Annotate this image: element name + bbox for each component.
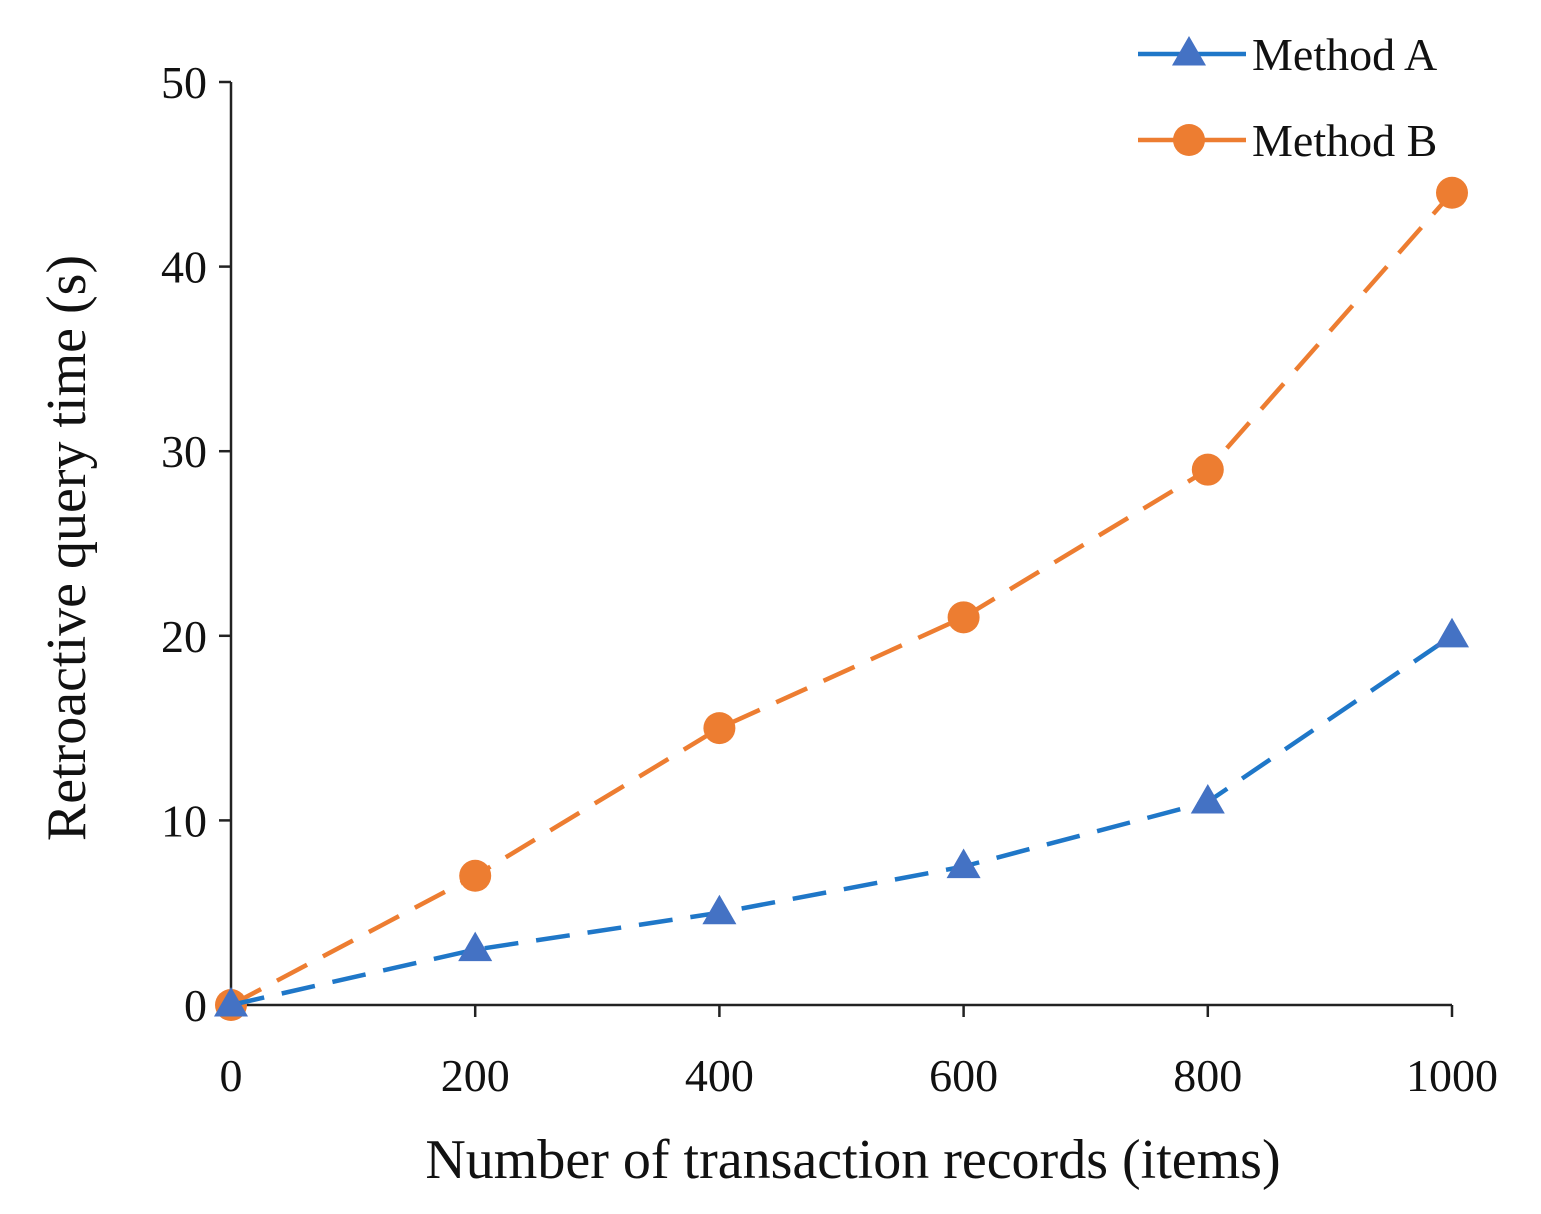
y-tick-label: 10: [161, 795, 207, 846]
x-axis-title: Number of transaction records (items): [425, 1129, 1280, 1191]
y-tick-label: 50: [161, 57, 207, 108]
x-tick-label: 800: [1173, 1050, 1242, 1101]
y-tick-label: 30: [161, 426, 207, 477]
x-tick-label: 1000: [1406, 1050, 1498, 1101]
x-tick-label: 600: [929, 1050, 998, 1101]
data-point-method-b: [1191, 453, 1224, 486]
y-tick-label: 0: [184, 980, 207, 1031]
legend-label-method-a: Method A: [1252, 29, 1437, 80]
data-point-method-b: [947, 601, 980, 634]
legend: Method A Method B: [1138, 29, 1437, 166]
data-point-method-b: [459, 859, 492, 892]
legend-item-method-b: Method B: [1138, 115, 1437, 166]
data-point-method-a: [1434, 617, 1470, 648]
data-point-method-a: [946, 848, 981, 879]
data-point-method-a: [458, 931, 493, 962]
data-point-method-b: [1436, 176, 1468, 209]
axes: [219, 80, 1454, 1017]
series-line-method-b: [229, 191, 1454, 1007]
y-axis-title: Retroactive query time (s): [36, 255, 98, 841]
x-tick-label: 200: [441, 1050, 510, 1101]
x-tick-label: 0: [220, 1050, 243, 1101]
legend-marker-method-a: [1171, 35, 1207, 66]
legend-label-method-b: Method B: [1252, 115, 1437, 166]
data-point-method-a: [213, 986, 249, 1017]
data-point-method-b: [703, 712, 736, 745]
data-point-method-a: [1190, 783, 1225, 814]
series-layer: [213, 176, 1470, 1021]
y-tick-label: 20: [161, 611, 207, 662]
tick-labels: 0 10 20 30 40 50 0 200 400 600 800 1000: [161, 57, 1498, 1101]
x-tick-label: 400: [685, 1050, 754, 1101]
legend-item-method-a: Method A: [1138, 29, 1437, 80]
y-tick-label: 40: [161, 242, 207, 293]
series-line-method-a: [230, 633, 1454, 1008]
legend-marker-method-b: [1173, 124, 1205, 156]
data-point-method-a: [702, 894, 737, 925]
series-method-b: [215, 176, 1468, 1021]
series-method-a: [213, 617, 1470, 1017]
